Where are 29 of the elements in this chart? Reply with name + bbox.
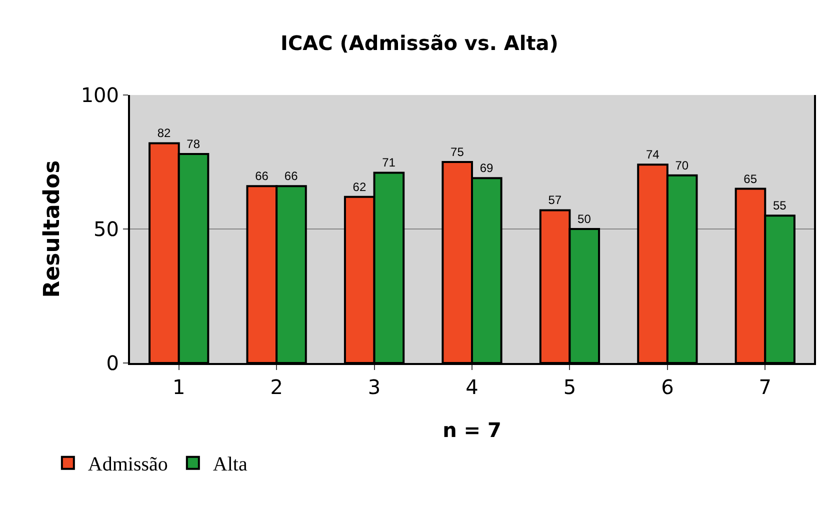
chart-title: ICAC (Admissão vs. Alta) bbox=[280, 30, 558, 55]
data-label: 71 bbox=[382, 156, 396, 170]
x-tick-label: 5 bbox=[563, 375, 576, 399]
y-tick-label: 100 bbox=[80, 83, 119, 107]
x-tick-label: 4 bbox=[466, 375, 478, 399]
data-label: 74 bbox=[646, 148, 660, 162]
y-tick-label: 0 bbox=[106, 351, 119, 375]
x-tick-label: 1 bbox=[172, 375, 186, 399]
legend-label: Alta bbox=[212, 454, 248, 476]
data-label: 69 bbox=[480, 161, 494, 176]
data-label: 78 bbox=[186, 136, 200, 151]
x-axis-title: n = 7 bbox=[442, 418, 502, 442]
data-label: 50 bbox=[578, 212, 592, 226]
legend-label: Admissão bbox=[88, 454, 168, 476]
data-label: 55 bbox=[772, 198, 787, 213]
data-label: 62 bbox=[352, 180, 366, 194]
x-tick-label: 3 bbox=[368, 375, 381, 399]
data-label: 70 bbox=[675, 158, 689, 172]
data-label: 66 bbox=[255, 169, 269, 184]
data-label: 82 bbox=[157, 126, 172, 140]
data-label: 65 bbox=[744, 172, 758, 186]
x-tick-label: 2 bbox=[270, 375, 283, 399]
x-tick-label: 6 bbox=[661, 375, 674, 399]
data-label: 66 bbox=[284, 169, 298, 184]
y-axis-title: Resultados bbox=[40, 160, 66, 298]
x-tick-label: 7 bbox=[758, 375, 772, 399]
y-tick-label: 50 bbox=[94, 217, 119, 241]
data-label: 75 bbox=[450, 145, 464, 159]
data-label: 57 bbox=[548, 193, 562, 208]
